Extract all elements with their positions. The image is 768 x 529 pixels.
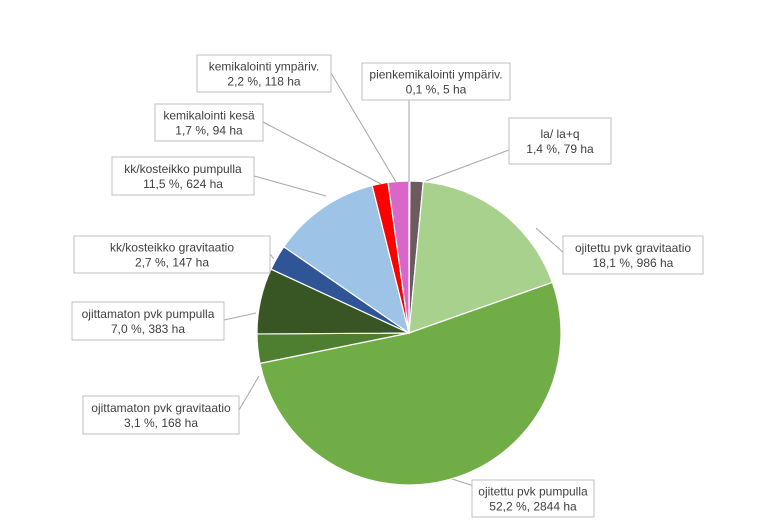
data-label-name: ojittamaton pvk gravitaatio (91, 401, 231, 415)
data-label-box (361, 62, 511, 101)
data-label-value: 1,4 %, 79 ha (526, 142, 594, 156)
data-label-name: kk/kosteikko pumpulla (124, 162, 242, 176)
leader-line-5 (238, 375, 260, 411)
data-label-box (154, 103, 264, 142)
data-label-name: la/ la+q (540, 127, 579, 141)
data-label-value: 2,7 %, 147 ha (135, 256, 209, 270)
leader-line-4 (451, 478, 475, 487)
data-label-value: 3,1 %, 168 ha (124, 416, 198, 430)
leader-line-9 (262, 121, 382, 185)
data-label-name: ojittamaton pvk pumpulla (82, 307, 215, 321)
data-label-name: kemikalointi ympäriv. (209, 60, 319, 74)
data-label-box (471, 479, 595, 518)
data-label-10: kemikalointi ympäriv.2,2 %, 118 ha (196, 54, 332, 93)
data-label-value: 11,5 %, 624 ha (143, 177, 223, 191)
leader-line-7 (269, 253, 275, 260)
data-label-value: 1,7 %, 94 ha (175, 124, 243, 138)
leader-line-3 (535, 227, 567, 256)
pie-slice-8 (282, 184, 410, 335)
data-label-value: 52,2 %, 2844 ha (489, 500, 577, 514)
data-label-box (562, 235, 704, 275)
leader-line-10 (330, 72, 397, 183)
data-label-2: la/ la+q1,4 %, 79 ha (508, 117, 612, 165)
data-label-box (73, 235, 271, 274)
data-label-name: pienkemikalointi ympäriv. (369, 68, 502, 82)
data-label-value: 0,1 %, 5 ha (406, 83, 467, 97)
data-label-1: pienkemikalointi ympäriv.0,1 %, 5 ha (361, 62, 511, 101)
data-label-box (82, 395, 240, 435)
data-label-name: kemikalointi kesä (163, 109, 255, 123)
data-label-value: 18,1 %, 986 ha (593, 256, 674, 270)
data-label-name: ojitettu pvk pumpulla (478, 485, 588, 499)
data-label-box (111, 156, 255, 196)
leader-line-2 (425, 149, 510, 182)
leader-line-6 (223, 312, 257, 321)
pie-slice-3 (408, 181, 554, 334)
data-label-box (508, 117, 612, 165)
pie-slice-4 (259, 281, 562, 486)
data-label-name: kk/kosteikko gravitaatio (110, 241, 234, 255)
data-label-value: 2,2 %, 118 ha (227, 75, 300, 89)
data-label-value: 7,0 %, 383 ha (111, 322, 185, 336)
data-label-box (71, 301, 225, 341)
leader-line-8 (253, 175, 327, 197)
data-label-name: ojitettu pvk gravitaatio (575, 241, 691, 255)
data-label-box (196, 54, 332, 93)
